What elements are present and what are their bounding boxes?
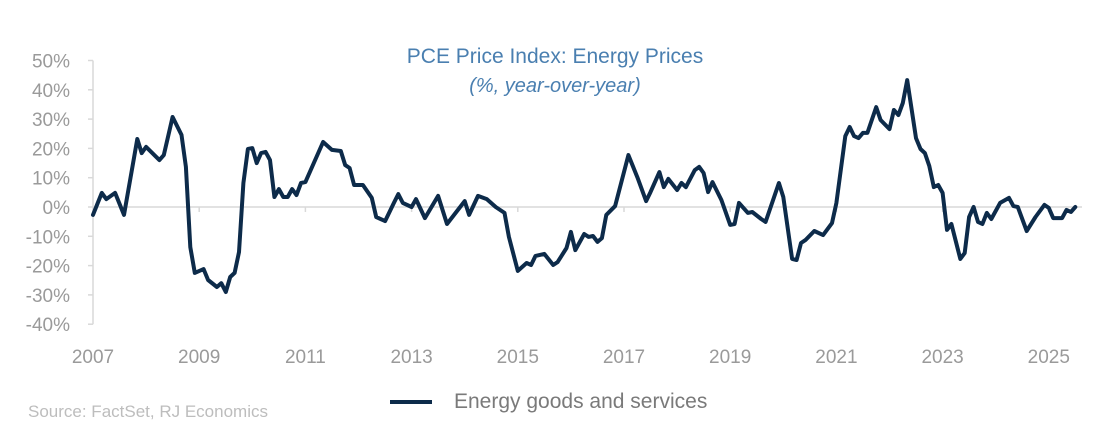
y-tick-label: -10%	[26, 227, 70, 248]
y-tick-label: 20%	[32, 139, 70, 160]
y-tick-label: 50%	[32, 52, 70, 73]
x-tick-label: 2007	[72, 347, 114, 368]
x-tick-label: 2025	[1028, 347, 1070, 368]
y-tick-label: 0%	[43, 198, 71, 219]
legend: Energy goods and services	[390, 390, 707, 414]
x-tick-label: 2021	[815, 347, 857, 368]
chart-subtitle: (%, year-over-year)	[469, 75, 641, 97]
y-tick-label: 40%	[32, 81, 70, 102]
x-tick-label: 2023	[921, 347, 963, 368]
y-tick-label: -30%	[26, 286, 70, 307]
x-tick-label: 2019	[709, 347, 751, 368]
source-note: Source: FactSet, RJ Economics	[28, 402, 268, 421]
series-line-energy	[91, 78, 1078, 294]
y-tick-label: -20%	[26, 257, 70, 278]
legend-label: Energy goods and services	[454, 390, 708, 413]
x-tick-label: 2011	[285, 347, 326, 368]
y-tick-label: 30%	[32, 110, 70, 131]
x-tick-label: 2017	[603, 347, 645, 368]
x-tick-label: 2009	[178, 347, 220, 368]
y-tick-label: 10%	[32, 169, 70, 190]
x-tick-label: 2015	[497, 347, 539, 368]
x-tick-label: 2013	[390, 347, 432, 368]
y-tick-label: -40%	[26, 315, 70, 336]
chart-title: PCE Price Index: Energy Prices	[406, 45, 704, 68]
legend-swatch	[390, 400, 432, 404]
